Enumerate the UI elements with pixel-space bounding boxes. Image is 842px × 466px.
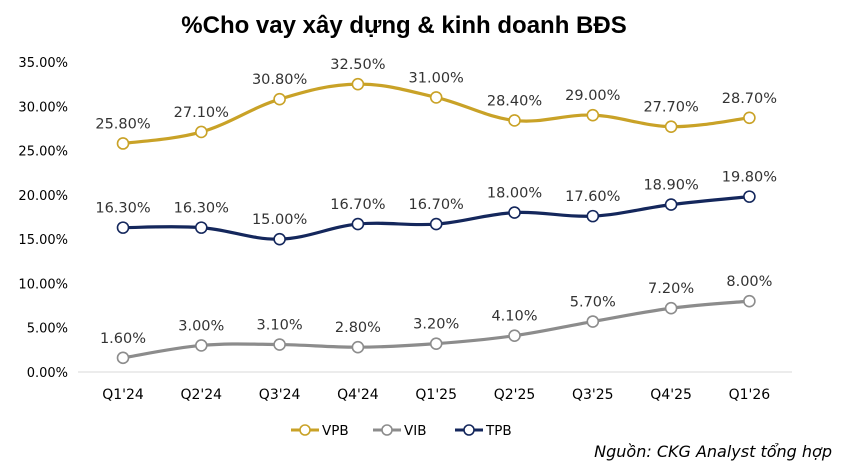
data-label-vib: 4.10%	[491, 309, 537, 325]
y-tick-label: 0.00%	[27, 366, 68, 381]
data-label-vib: 3.10%	[257, 318, 303, 334]
data-label-vpb: 31.00%	[409, 70, 464, 86]
data-label-vpb: 29.00%	[565, 88, 620, 104]
data-point-tpb	[429, 217, 443, 231]
data-label-tpb: 18.00%	[487, 186, 542, 202]
y-tick-label: 10.00%	[18, 277, 68, 292]
data-point-tpb	[273, 232, 286, 246]
source-note: Nguồn: CKG Analyst tổng hợp	[594, 442, 832, 461]
data-point-tpb	[116, 221, 130, 234]
data-label-tpb: 18.90%	[643, 178, 698, 194]
legend-marker-tpb	[463, 424, 475, 436]
data-label-vib: 8.00%	[726, 274, 772, 290]
y-tick-label: 25.00%	[18, 145, 68, 160]
data-point-tpb	[508, 206, 521, 219]
x-tick-label: Q4'24	[337, 387, 379, 403]
data-point-tpb	[195, 221, 208, 234]
data-label-vib: 5.70%	[570, 295, 616, 311]
data-point-vib	[351, 340, 365, 354]
data-point-vib	[664, 301, 678, 315]
data-label-vpb: 27.10%	[174, 105, 229, 121]
legend-label-tpb: TPB	[485, 423, 512, 439]
data-label-tpb: 19.80%	[722, 170, 777, 186]
y-tick-label: 15.00%	[18, 233, 68, 248]
data-label-tpb: 16.30%	[174, 201, 229, 217]
x-tick-label: Q1'25	[415, 387, 457, 403]
legend-label-vpb: VPB	[322, 423, 349, 439]
data-point-vib	[586, 315, 600, 328]
data-label-tpb: 16.70%	[409, 197, 464, 213]
data-point-tpb	[743, 190, 756, 203]
data-label-vpb: 25.80%	[95, 116, 150, 132]
y-tick-label: 20.00%	[18, 189, 68, 204]
data-point-vpb	[508, 114, 521, 127]
y-tick-label: 30.00%	[18, 100, 68, 115]
y-tick-label: 35.00%	[18, 56, 68, 71]
x-tick-label: Q3'25	[572, 387, 614, 403]
chart-title: %Cho vay xây dựng & kinh doanh BĐS	[181, 12, 626, 39]
data-point-tpb	[586, 209, 600, 223]
x-tick-label: Q2'25	[494, 387, 536, 403]
data-point-tpb	[664, 198, 678, 211]
data-label-vpb: 28.70%	[722, 91, 777, 107]
y-axis: 0.00% 5.00% 10.00% 15.00% 20.00% 25.00% 30.00%…	[18, 56, 68, 381]
x-tick-label: Q3'24	[259, 387, 301, 403]
legend-marker-vpb	[299, 424, 311, 436]
data-label-tpb: 17.60%	[565, 189, 620, 205]
data-point-vib	[743, 294, 756, 308]
data-label-tpb: 16.30%	[95, 201, 150, 217]
data-point-vpb	[351, 77, 365, 91]
data-point-vib	[273, 338, 286, 351]
data-label-vib: 7.20%	[648, 281, 694, 297]
series-layer	[116, 77, 756, 365]
data-label-tpb: 16.70%	[330, 197, 385, 213]
x-axis: Q1'24 Q2'24 Q3'24 Q4'24 Q1'25 Q2'25 Q3'25 Q4'25…	[102, 387, 770, 403]
data-labels: 25.80% 27.10% 30.80% 32.50% 31.00% 28.40% 29.0…	[95, 57, 777, 347]
x-tick-label: Q1'26	[729, 387, 771, 403]
data-point-vib	[429, 337, 443, 350]
data-label-vpb: 30.80%	[252, 72, 307, 88]
data-label-vpb: 28.40%	[487, 93, 542, 109]
data-point-tpb	[351, 217, 365, 231]
data-point-vib	[195, 339, 208, 352]
x-tick-label: Q1'24	[102, 387, 144, 403]
data-label-vib: 2.80%	[335, 320, 381, 336]
data-point-vpb	[664, 120, 678, 133]
data-point-vpb	[743, 111, 756, 125]
data-label-vib: 1.60%	[100, 331, 146, 347]
y-tick-label: 5.00%	[27, 322, 68, 337]
data-label-vpb: 32.50%	[330, 57, 385, 73]
data-label-vib: 3.20%	[413, 317, 459, 333]
legend: VPB VIB TPB	[291, 423, 512, 439]
data-label-vib: 3.00%	[178, 318, 224, 334]
data-point-vpb	[586, 108, 600, 122]
x-tick-label: Q2'24	[181, 387, 223, 403]
legend-marker-vib	[381, 424, 393, 436]
data-point-vpb	[429, 91, 443, 104]
data-point-vpb	[116, 137, 130, 150]
x-tick-label: Q4'25	[650, 387, 692, 403]
data-label-vpb: 27.70%	[643, 100, 698, 116]
data-label-tpb: 15.00%	[252, 212, 307, 228]
data-point-vpb	[195, 125, 208, 139]
legend-label-vib: VIB	[404, 423, 426, 439]
data-point-vib	[508, 329, 521, 342]
data-point-vpb	[273, 92, 286, 106]
data-point-vib	[116, 351, 130, 365]
